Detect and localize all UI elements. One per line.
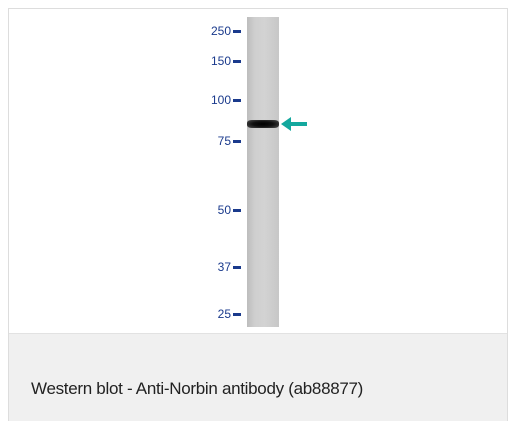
caption-bar: Western blot - Anti-Norbin antibody (ab8… <box>9 333 507 421</box>
mw-marker-37: 37 <box>217 260 231 274</box>
mw-tick-50 <box>233 209 241 212</box>
western-blot-image: 250 150 100 75 50 37 25 <box>9 9 507 333</box>
mw-tick-25 <box>233 313 241 316</box>
mw-marker-25: 25 <box>217 307 231 321</box>
mw-tick-75 <box>233 140 241 143</box>
mw-marker-100: 100 <box>210 93 231 107</box>
mw-marker-75: 75 <box>217 134 231 148</box>
arrow-left-icon <box>281 117 307 131</box>
figure-caption: Western blot - Anti-Norbin antibody (ab8… <box>31 379 364 398</box>
figure-card: 250 150 100 75 50 37 25 Western blot - A… <box>8 8 508 421</box>
mw-marker-150: 150 <box>210 54 231 68</box>
protein-band <box>247 120 279 128</box>
blot-lane <box>247 17 279 327</box>
mw-tick-250 <box>233 30 241 33</box>
mw-tick-150 <box>233 60 241 63</box>
mw-tick-100 <box>233 99 241 102</box>
mw-marker-250: 250 <box>210 24 231 38</box>
mw-tick-37 <box>233 266 241 269</box>
mw-marker-50: 50 <box>217 203 231 217</box>
